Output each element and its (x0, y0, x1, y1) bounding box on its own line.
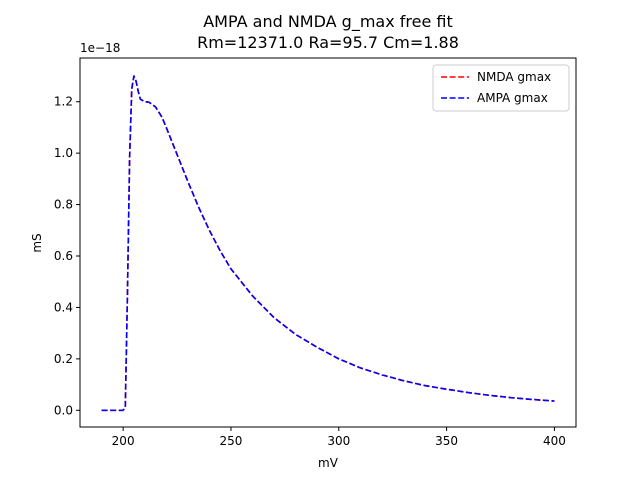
y-axis-scale-offset: 1e−18 (80, 41, 120, 55)
y-tick-label: 0.6 (54, 249, 73, 263)
y-tick-label: 1.0 (54, 146, 73, 160)
x-tick-label: 200 (112, 434, 135, 448)
y-tick-label: 0.0 (54, 403, 73, 417)
y-tick-label: 0.2 (54, 352, 73, 366)
x-tick-label: 250 (220, 434, 243, 448)
y-tick-label: 0.8 (54, 198, 73, 212)
x-tick-label: 350 (435, 434, 458, 448)
series-line-ampa-gmax (101, 75, 555, 412)
y-tick-label: 0.4 (54, 300, 73, 314)
x-tick-label: 400 (543, 434, 566, 448)
chart-title: AMPA and NMDA g_max free fit (203, 12, 453, 31)
x-tick-label: 300 (327, 434, 350, 448)
series-layer (101, 75, 555, 412)
legend: NMDA gmax AMPA gmax (432, 64, 570, 112)
x-axis: 200 250 300 350 400 (112, 427, 566, 448)
chart-subtitle: Rm=12371.0 Ra=95.7 Cm=1.88 (197, 33, 459, 52)
y-tick-label: 1.2 (54, 95, 73, 109)
y-axis: 0.0 0.2 0.4 0.6 0.8 1.0 1.2 (54, 95, 80, 417)
x-axis-label: mV (318, 456, 339, 470)
axes-frame (79, 57, 577, 428)
y-axis-label: mS (30, 233, 44, 252)
series-line-nmda-gmax (101, 75, 555, 412)
legend-label: AMPA gmax (477, 91, 548, 105)
legend-label: NMDA gmax (477, 70, 551, 84)
